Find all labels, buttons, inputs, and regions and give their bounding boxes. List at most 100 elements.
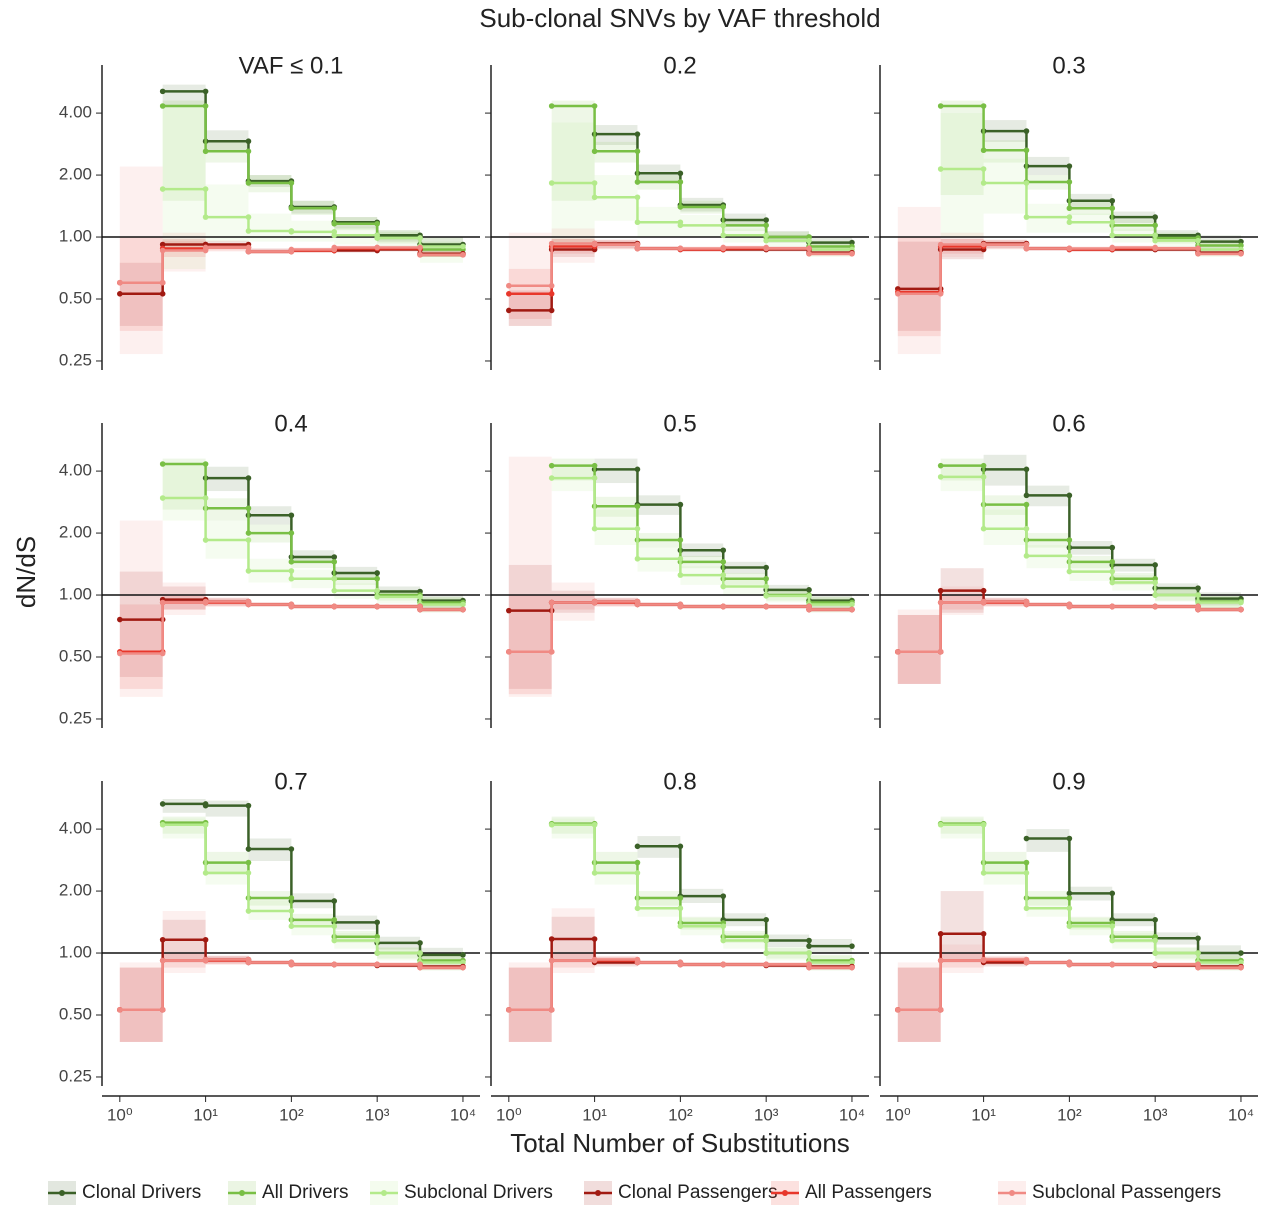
ci-ribbon: [897, 237, 941, 337]
x-tick-label: 10⁴: [1228, 1105, 1254, 1124]
x-tick-label: 10⁰: [107, 1105, 133, 1124]
point: [159, 186, 166, 192]
point: [159, 241, 166, 248]
point: [1023, 214, 1030, 220]
point: [849, 964, 855, 971]
point: [806, 964, 812, 971]
point: [374, 603, 380, 610]
panel-title: VAF ≤ 0.1: [239, 52, 344, 79]
point: [1066, 219, 1073, 226]
point: [159, 88, 166, 95]
point: [677, 603, 684, 610]
x-axis-title: Total Number of Substitutions: [510, 1128, 850, 1158]
legend-label: All Passengers: [805, 1182, 932, 1203]
point: [1109, 937, 1116, 944]
point: [1066, 961, 1073, 968]
y-tick-label: 4.00: [59, 103, 92, 122]
point: [1023, 835, 1030, 842]
ci-ribbon: [940, 458, 984, 481]
point: [937, 103, 944, 109]
point: [1152, 603, 1158, 610]
point: [1152, 237, 1158, 244]
point: [720, 961, 727, 968]
point: [202, 244, 209, 251]
point: [591, 103, 598, 109]
panel-title: 0.2: [663, 52, 696, 79]
point: [506, 648, 512, 655]
ci-ribbon: [551, 908, 595, 973]
point: [937, 587, 944, 594]
point: [937, 957, 944, 964]
point: [591, 525, 598, 532]
point: [720, 603, 727, 610]
point: [548, 180, 555, 186]
point: [245, 846, 252, 852]
point: [591, 598, 598, 605]
point: [159, 495, 166, 501]
point: [1238, 950, 1244, 956]
point: [1195, 964, 1201, 971]
point: [202, 88, 209, 95]
point: [288, 961, 295, 968]
y-tick-label: 4.00: [59, 461, 92, 480]
point: [548, 936, 555, 942]
point: [1023, 553, 1030, 559]
point: [1109, 579, 1116, 586]
ci-ribbon: [162, 799, 206, 813]
x-tick-label: 10⁰: [496, 1105, 522, 1124]
y-tick-label: 0.50: [59, 288, 92, 307]
point: [980, 525, 987, 532]
point: [1195, 606, 1201, 613]
point: [849, 601, 855, 608]
ci-ribbon: [551, 458, 595, 481]
point: [159, 801, 166, 807]
point: [1066, 568, 1073, 575]
point: [1109, 232, 1116, 239]
point: [159, 821, 166, 828]
ci-ribbon: [508, 290, 552, 326]
point: [1023, 959, 1030, 966]
point: [159, 599, 166, 606]
point: [677, 572, 684, 578]
point: [937, 166, 944, 172]
point: [591, 241, 598, 248]
point: [374, 594, 380, 600]
y-tick-label: 0.25: [59, 1066, 92, 1085]
point: [980, 598, 987, 605]
point: [634, 555, 641, 562]
point: [1152, 950, 1158, 956]
point: [548, 103, 555, 109]
ci-ribbon: [162, 586, 206, 610]
ci-ribbon: [508, 967, 552, 1042]
point: [288, 559, 295, 565]
point: [634, 179, 641, 185]
point: [202, 214, 209, 220]
y-axis-title: dN/dS: [11, 536, 41, 608]
panel-title: 0.6: [1052, 410, 1085, 437]
ci-ribbon: [205, 184, 249, 242]
point: [460, 959, 466, 966]
ci-ribbon: [119, 967, 163, 1042]
point: [634, 219, 641, 226]
point: [1066, 890, 1073, 897]
point: [1238, 599, 1244, 606]
x-tick-label: 10²: [279, 1105, 304, 1124]
x-tick-label: 10²: [668, 1105, 693, 1124]
point: [202, 103, 209, 109]
point: [159, 461, 166, 467]
point: [1109, 244, 1116, 251]
ci-ribbon: [162, 919, 206, 963]
panel-title: 0.8: [663, 768, 696, 795]
ci-ribbon: [594, 509, 638, 546]
ci-ribbon: [983, 509, 1027, 546]
panel: VAF ≤ 0.1 0.25 0.50 1.00 2.00 4.00: [59, 52, 480, 370]
point: [288, 923, 295, 930]
point: [159, 957, 166, 964]
panel-title: 0.7: [274, 768, 307, 795]
panel: 0.6: [874, 410, 1258, 728]
point: [117, 616, 123, 623]
point: [331, 937, 338, 944]
ci-ribbon: [551, 122, 595, 247]
ci-ribbon: [162, 232, 206, 272]
ci-ribbon: [508, 564, 552, 689]
